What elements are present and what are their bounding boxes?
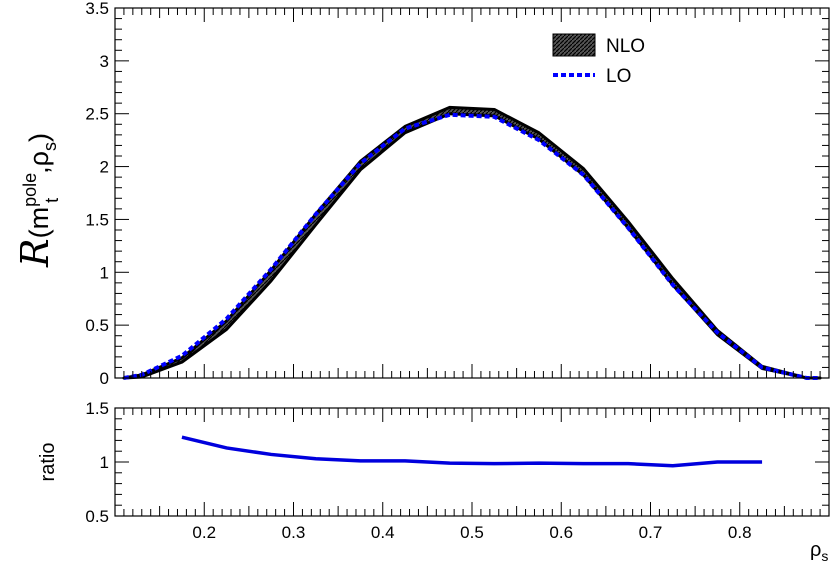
main-y-tick-label: 1 [100, 263, 109, 282]
x-tick-label: 0.6 [549, 523, 573, 542]
legend-lo-label: LO [606, 66, 631, 87]
x-title-sub: s [821, 548, 828, 564]
main-y-tick-label: 1.5 [85, 210, 109, 229]
main-y-tick-label: 0.5 [85, 316, 109, 335]
series-lo-line [123, 112, 821, 380]
x-axis-title: ρs [810, 539, 828, 564]
y-title-comma: ,ρ [24, 151, 54, 174]
x-title-base: ρ [810, 539, 821, 561]
y-title-sub2: s [40, 142, 60, 151]
x-tick-label: 0.2 [192, 523, 216, 542]
ratio-y-tick-label: 1.5 [85, 399, 109, 418]
main-y-tick-label: 0 [100, 369, 109, 388]
x-tick-label: 0.5 [460, 523, 484, 542]
main-y-tick-label: 2.5 [85, 105, 109, 124]
y-title-close: ) [24, 133, 54, 142]
main-y-tick-label: 3 [100, 52, 109, 71]
y-title-symbol: R [13, 238, 57, 268]
main-y-tick-label: 3.5 [85, 0, 109, 18]
ratio-y-tick-label: 0.5 [85, 507, 109, 526]
main-y-axis-title: R(mpole t ,ρs) [13, 133, 62, 268]
y-title-sub: t [42, 198, 62, 203]
y-title-open: (m [24, 207, 54, 238]
x-tick-label: 0.3 [282, 523, 306, 542]
x-tick-label: 0.7 [639, 523, 663, 542]
series-ratio-line [181, 435, 763, 468]
x-tick-label: 0.8 [728, 523, 752, 542]
ratio-y-tick-label: 1 [100, 453, 109, 472]
main-y-tick-label: 2 [100, 158, 109, 177]
legend: NLO LO [552, 33, 645, 87]
legend-nlo-swatch [552, 33, 596, 57]
legend-nlo-label: NLO [606, 36, 645, 57]
ratio-plot-panel: 0.5 1 1.5 0.2 0.3 0.4 0.5 0.6 0.7 0.8 [85, 399, 830, 542]
x-tick-label: 0.4 [371, 523, 395, 542]
main-plot-panel: 0 0.5 1 1.5 2 2.5 3 3.5 [85, 0, 830, 388]
series-nlo-band [122, 105, 822, 380]
ratio-y-axis-title: ratio [37, 443, 59, 482]
y-title-sup: pole [20, 173, 40, 207]
